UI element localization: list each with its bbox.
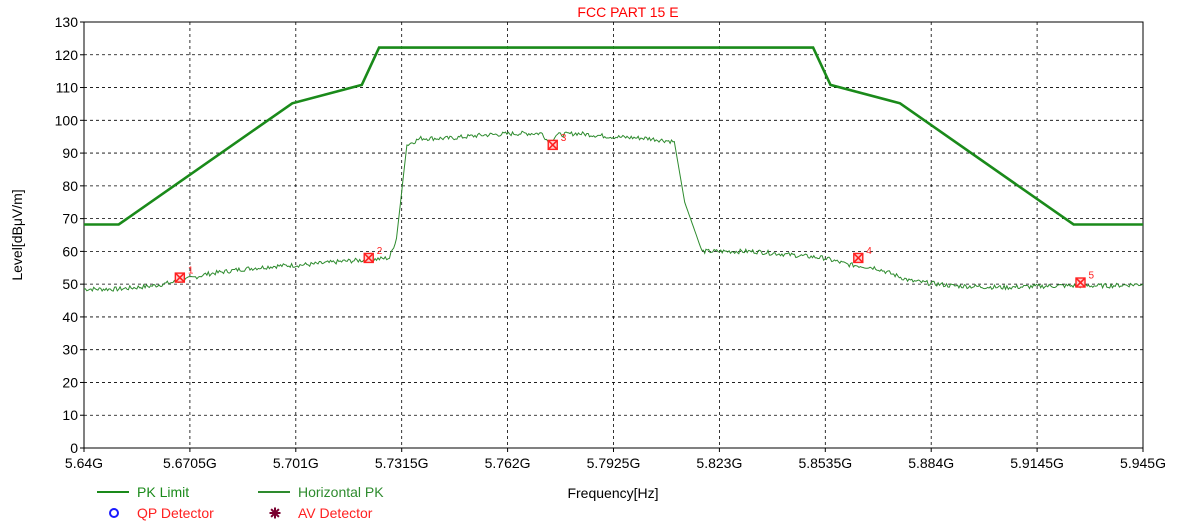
y-tick-label: 30 (62, 342, 78, 358)
x-tick-label: 5.7925G (587, 455, 641, 471)
y-tick-label: 40 (62, 309, 78, 325)
marker-cross (853, 253, 863, 263)
x-tick-label: 5.64G (65, 455, 103, 471)
x-axis-ticks: 5.64G 5.6705G 5.701G 5.7315G 5.762G 5.7925G 5.… (65, 448, 1166, 471)
legend-label: QP Detector (137, 505, 214, 521)
legend-item-av-detector: AV Detector (269, 505, 373, 521)
x-tick-label: 5.9145G (1010, 455, 1064, 471)
marker-cross (548, 140, 558, 150)
y-tick-label: 120 (55, 47, 79, 63)
y-tick-label: 130 (55, 14, 79, 30)
y-tick-label: 110 (56, 80, 79, 96)
x-tick-label: 5.945G (1120, 455, 1166, 471)
marker-label: 2 (377, 246, 383, 257)
x-tick-label: 5.7315G (375, 455, 429, 471)
y-tick-label: 70 (62, 211, 78, 227)
legend-circle-swatch (109, 508, 119, 518)
grid (84, 22, 1143, 448)
chart-title: FCC PART 15 E (577, 4, 678, 20)
legend-label: PK Limit (137, 484, 189, 500)
marker-label: 4 (866, 246, 872, 257)
marker-cross (1075, 277, 1086, 288)
y-tick-label: 80 (62, 178, 78, 194)
series-horizontal-pk (83, 130, 1144, 293)
y-axis-ticks: 0 10 20 30 40 50 60 70 80 90 100 110 120 130 (55, 14, 84, 456)
y-tick-label: 50 (62, 276, 78, 292)
marker-1: 1 (174, 266, 194, 283)
marker-label: 3 (561, 133, 567, 144)
y-tick-label: 0 (70, 440, 78, 456)
legend-label: AV Detector (298, 505, 373, 521)
marker-5: 5 (1075, 271, 1095, 288)
legend: PK Limit Horizontal PK QP Detector AV Detec… (97, 484, 384, 521)
y-tick-label: 90 (62, 145, 78, 161)
x-tick-label: 5.8535G (798, 455, 852, 471)
x-tick-label: 5.701G (273, 455, 319, 471)
y-tick-label: 10 (62, 407, 78, 423)
marker-label: 1 (188, 266, 194, 277)
marker-cross (364, 253, 374, 263)
marker-label: 5 (1089, 271, 1095, 282)
legend-item-horizontal-pk: Horizontal PK (258, 484, 384, 500)
marker-4: 4 (853, 246, 872, 264)
marker-2: 2 (363, 246, 383, 264)
x-axis-title: Frequency[Hz] (567, 485, 658, 501)
marker-layer: 1 2 3 4 5 (174, 133, 1095, 288)
series-pk-limit (84, 46, 1143, 226)
y-tick-label: 60 (62, 243, 78, 259)
x-tick-label: 5.762G (485, 455, 531, 471)
y-tick-label: 20 (62, 374, 78, 390)
x-tick-label: 5.884G (908, 455, 954, 471)
marker-3: 3 (547, 133, 567, 151)
legend-item-pk-limit: PK Limit (97, 484, 189, 500)
legend-item-qp-detector: QP Detector (109, 505, 214, 521)
legend-star-swatch (269, 507, 281, 519)
y-tick-label: 100 (55, 112, 79, 128)
legend-label: Horizontal PK (298, 484, 384, 500)
x-tick-label: 5.6705G (163, 455, 217, 471)
marker-cross (175, 273, 185, 283)
series-layer (83, 46, 1144, 293)
y-axis-title: Level[dBμV/m] (9, 189, 25, 280)
x-tick-label: 5.823G (696, 455, 742, 471)
